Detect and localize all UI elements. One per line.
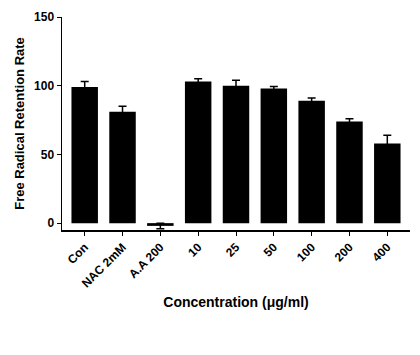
svg-text:0: 0 bbox=[47, 216, 54, 230]
svg-text:400: 400 bbox=[370, 240, 394, 264]
svg-text:NAC 2mM: NAC 2mM bbox=[79, 240, 129, 290]
svg-text:Concentration (μg/ml): Concentration (μg/ml) bbox=[163, 294, 308, 310]
svg-text:200: 200 bbox=[332, 240, 356, 264]
svg-text:10: 10 bbox=[185, 240, 205, 260]
svg-text:100: 100 bbox=[34, 79, 54, 93]
svg-text:Free Radical Retention Rate: Free Radical Retention Rate bbox=[12, 37, 27, 210]
svg-text:Con: Con bbox=[65, 240, 91, 266]
svg-text:25: 25 bbox=[223, 240, 243, 260]
svg-text:150: 150 bbox=[34, 10, 54, 24]
svg-text:50: 50 bbox=[41, 148, 55, 162]
svg-text:100: 100 bbox=[294, 240, 318, 264]
svg-text:A.A 200: A.A 200 bbox=[126, 240, 167, 281]
svg-text:50: 50 bbox=[261, 240, 281, 260]
